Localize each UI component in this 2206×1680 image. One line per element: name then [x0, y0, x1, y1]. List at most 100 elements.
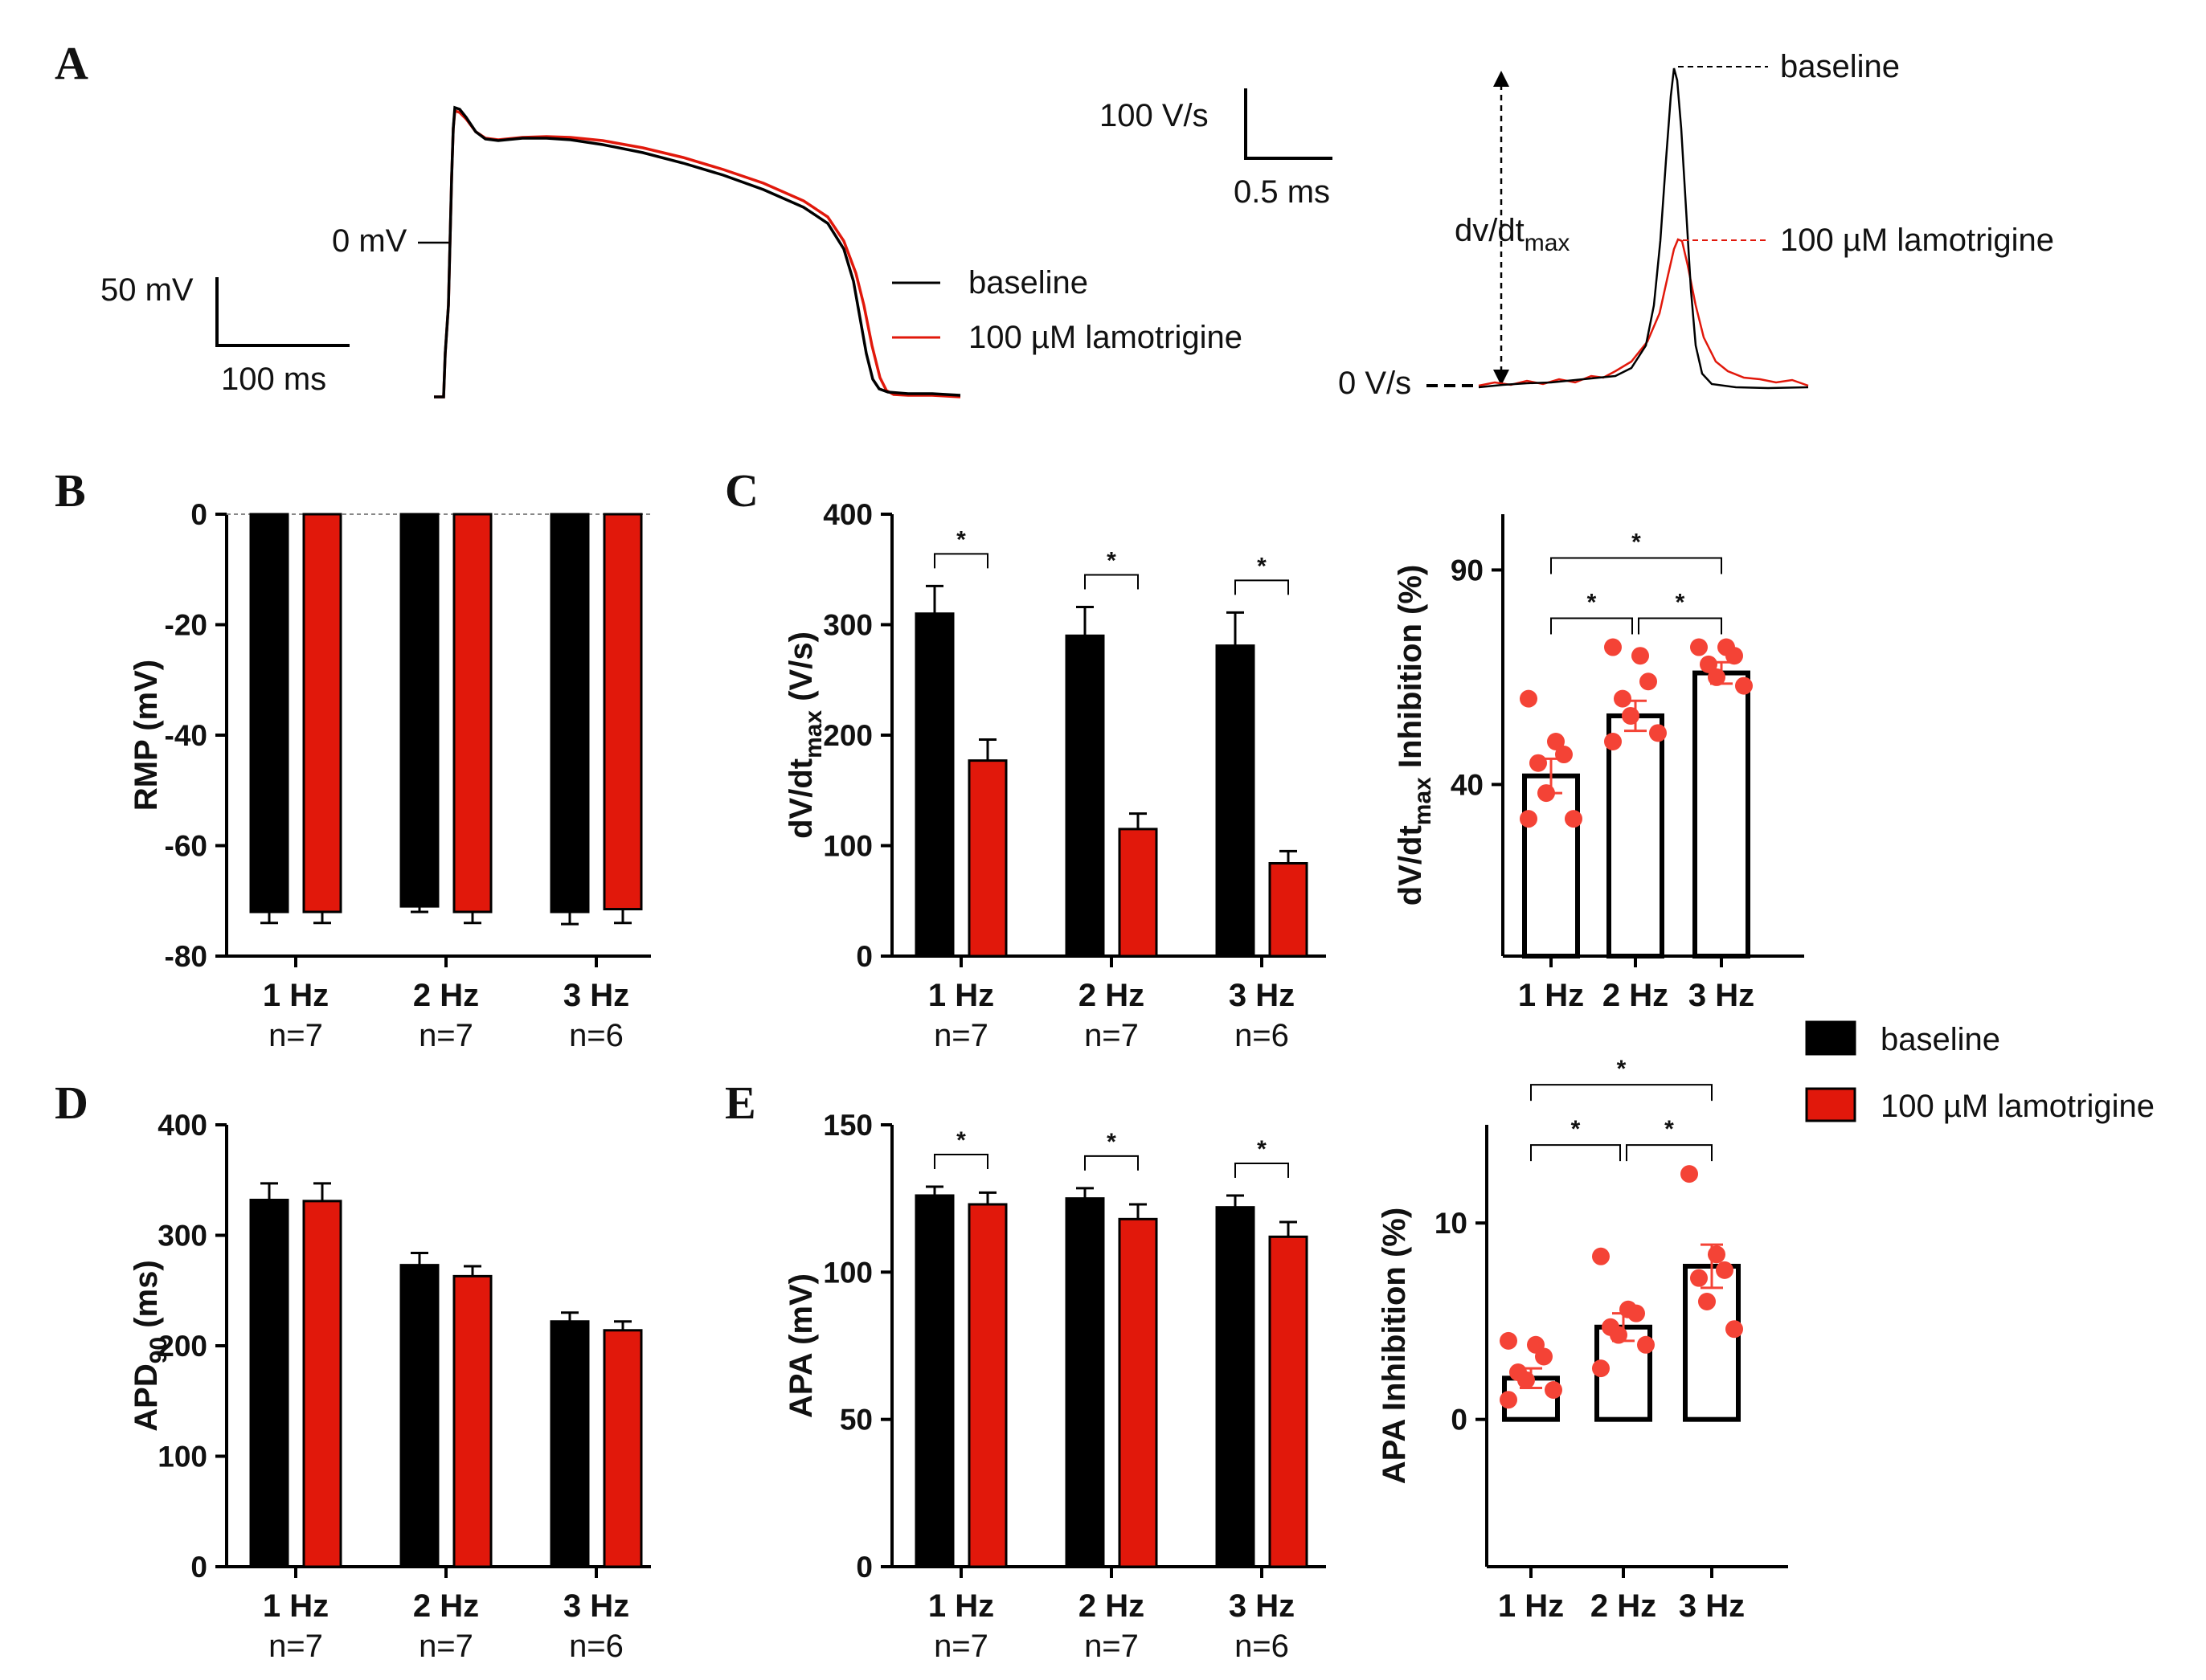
bar-baseline	[399, 513, 440, 908]
x-tick-label: 2 Hz	[413, 1588, 479, 1624]
chart-d-apd90: 0 100 200 300 400 APD90 (ms) 1 Hz n=7 2 Hz n=7 3 H…	[129, 1109, 651, 1664]
ap-scale-bar	[215, 277, 350, 347]
data-point	[1565, 810, 1582, 828]
y-tick-label: 0	[190, 1551, 207, 1584]
significance-star: *	[956, 1127, 966, 1154]
significance-star: *	[1631, 529, 1641, 556]
bar-lamotrigine	[302, 1200, 342, 1568]
ap-trace-lamotrigine	[434, 108, 961, 399]
y-tick-label: 300	[158, 1220, 207, 1253]
significance-star: *	[1617, 1056, 1627, 1082]
legend-swatch-baseline	[1805, 1020, 1856, 1056]
y-tick-label: 50	[840, 1404, 873, 1437]
y-tick-label: -20	[165, 609, 207, 642]
bar-lamotrigine	[302, 513, 342, 914]
data-point	[1735, 676, 1753, 695]
bar-baseline	[1065, 634, 1105, 958]
legend-swatch-lamotrigine	[1805, 1087, 1856, 1122]
significance-bracket	[1084, 574, 1139, 590]
panel-letter-a: A	[55, 37, 88, 89]
data-point	[1547, 733, 1565, 751]
data-point	[1639, 672, 1657, 691]
data-point	[1680, 1165, 1698, 1183]
data-point	[1610, 1326, 1627, 1344]
chart-e-apa-inhibition: 0 10 APA Inhibition (%) 1 Hz 2 Hz 3 Hz * * *	[1377, 1056, 1788, 1624]
bar-lamotrigine	[1268, 862, 1308, 958]
n-label: n=7	[419, 1629, 473, 1664]
significance-bracket	[1626, 1144, 1713, 1162]
data-point	[1537, 784, 1555, 803]
significance-bracket	[1638, 617, 1722, 635]
bar-baseline	[399, 1264, 440, 1568]
significance-bracket	[1530, 1144, 1621, 1162]
bar-legend-lamotrigine-label: 100 µM lamotrigine	[1881, 1089, 2155, 1124]
bar-baseline	[249, 513, 289, 914]
y-tick-label: 0	[856, 940, 873, 973]
dvdt-scale-y-label: 100 V/s	[1099, 98, 1209, 133]
x-tick-label: 1 Hz	[1518, 978, 1584, 1013]
n-label: n=7	[1084, 1018, 1139, 1053]
dvdt-trace-baseline	[1478, 67, 1809, 390]
bar-inhibition	[1522, 773, 1580, 959]
y-tick-label: 200	[823, 719, 873, 752]
data-point	[1725, 1320, 1743, 1339]
x-tick-label: 1 Hz	[263, 978, 329, 1013]
x-tick-label: 3 Hz	[1229, 1588, 1295, 1624]
bar-legend-baseline-label: baseline	[1881, 1022, 2000, 1057]
bar-lamotrigine	[968, 1203, 1008, 1568]
bar-lamotrigine	[1118, 1217, 1158, 1568]
ap-scale-x-label: 100 ms	[221, 362, 326, 397]
data-point	[1520, 810, 1537, 828]
y-axis-title: APA (mV)	[784, 1273, 819, 1418]
bar-inhibition	[1692, 670, 1750, 959]
data-point	[1545, 1381, 1562, 1399]
panel-letter-b: B	[55, 464, 86, 517]
y-axis-title-main: dV/dt	[784, 758, 819, 839]
significance-star: *	[1664, 1116, 1674, 1142]
y-tick-label: -60	[165, 830, 207, 863]
significance-star: *	[1107, 548, 1116, 574]
y-axis-title-subscript: max	[1410, 777, 1436, 825]
significance-star: *	[1107, 1129, 1116, 1155]
n-label: n=7	[268, 1018, 323, 1053]
x-tick-label: 2 Hz	[1078, 1588, 1144, 1624]
panel-letter-c: C	[725, 464, 759, 517]
data-point	[1500, 1331, 1517, 1350]
data-point	[1604, 638, 1622, 656]
bar-lamotrigine	[968, 759, 1008, 958]
x-tick-label: 3 Hz	[1688, 978, 1754, 1013]
significance-bracket	[1550, 617, 1633, 635]
significance-star: *	[1587, 590, 1597, 616]
data-point	[1698, 1293, 1716, 1310]
data-point	[1529, 754, 1547, 772]
y-tick-label: 200	[158, 1330, 207, 1363]
data-point	[1716, 1261, 1733, 1279]
data-point	[1708, 668, 1725, 686]
significance-star: *	[1257, 1136, 1267, 1163]
chart-c-dvdt-inhibition: 40 90 dV/dtmax Inhibition (%) 1 Hz 2 Hz 3 Hz *…	[1393, 514, 1804, 1013]
bar-legend: baseline 100 µM lamotrigine	[1805, 1020, 2155, 1124]
n-label: n=7	[268, 1629, 323, 1664]
n-label: n=6	[569, 1629, 624, 1664]
data-point	[1517, 1371, 1535, 1389]
chart-c-dvdt-max: 0 100 200 300 400 dV/dtmax (V/s) 1 Hz n=7 * 2 Hz n…	[784, 498, 1326, 1053]
chart-e-apa: 0 50 100 150 APA (mV) 1 Hz n=7 * 2 Hz n=7 * 3 Hz n=6…	[784, 1109, 1326, 1664]
y-tick-label: 150	[823, 1109, 873, 1142]
data-point	[1708, 1245, 1725, 1264]
data-point	[1627, 1304, 1645, 1322]
x-tick-label: 3 Hz	[1229, 978, 1295, 1013]
data-point	[1637, 1335, 1655, 1354]
data-point	[1535, 1347, 1553, 1366]
bar-baseline	[915, 612, 955, 958]
bar-lamotrigine	[452, 513, 493, 914]
n-label: n=7	[419, 1018, 473, 1053]
x-tick-label: 1 Hz	[928, 978, 994, 1013]
significance-bracket	[1530, 1084, 1713, 1102]
dvdt-scale-x-label: 0.5 ms	[1234, 174, 1330, 210]
x-tick-label: 2 Hz	[1078, 978, 1144, 1013]
data-point	[1622, 706, 1639, 725]
n-label: n=7	[1084, 1629, 1139, 1664]
data-point	[1500, 1391, 1517, 1409]
chart-b-rmp: 0 -20 -40 -60 -80 RMP (mV) 1 Hz n=7 2 Hz n=7 3 Hz n…	[129, 498, 651, 1053]
data-point	[1592, 1359, 1610, 1378]
